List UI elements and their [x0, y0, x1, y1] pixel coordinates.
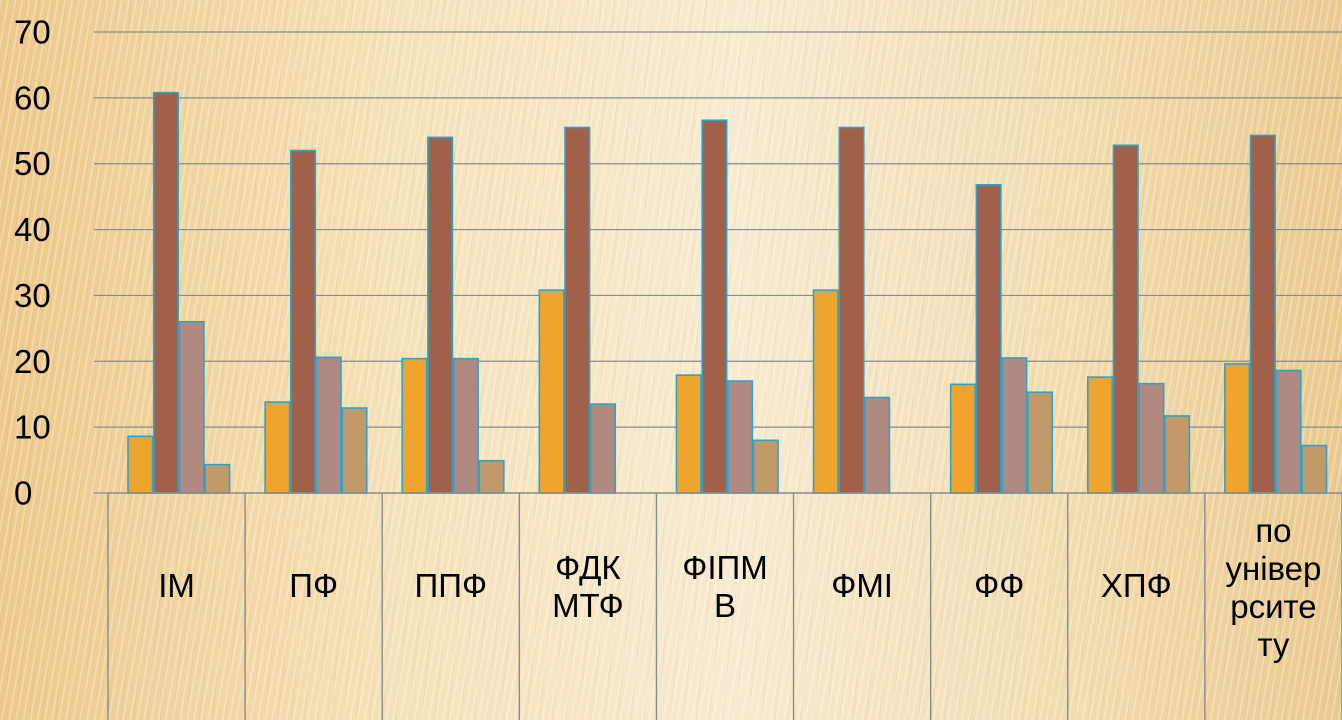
y-tick-label: 70	[14, 14, 51, 51]
y-tick-label: 30	[14, 277, 51, 314]
y-tick-label: 40	[14, 211, 51, 248]
bar	[564, 126, 591, 494]
bar	[204, 463, 231, 494]
category-label: ФДК	[555, 549, 621, 586]
bar	[589, 403, 617, 494]
bar	[1086, 376, 1114, 494]
y-axis: 0 10 20 30 40 50 60 70	[14, 14, 108, 512]
bar	[864, 396, 891, 494]
category-label: В	[714, 587, 736, 624]
bar	[752, 439, 779, 494]
bar	[1001, 357, 1028, 494]
bar	[341, 407, 368, 494]
y-tick-label: 60	[14, 79, 51, 116]
bar	[675, 374, 702, 494]
bar	[1138, 382, 1165, 494]
bars	[127, 91, 1328, 494]
category-label: рсите	[1230, 588, 1316, 625]
category-label: ФМІ	[831, 567, 893, 604]
bar	[538, 289, 565, 494]
y-tick-label: 20	[14, 343, 51, 380]
bar	[1301, 444, 1328, 494]
bar	[452, 357, 479, 494]
bar	[178, 320, 205, 494]
bar	[315, 356, 342, 494]
bar	[1112, 144, 1139, 494]
bar	[949, 383, 976, 494]
y-tick-label: 0	[14, 475, 32, 512]
category-label: ХПФ	[1101, 567, 1172, 604]
y-tick-label: 50	[14, 145, 51, 182]
category-label: універ	[1225, 550, 1321, 587]
bar	[264, 401, 291, 494]
y-tick-label: 10	[14, 409, 51, 446]
bar	[1026, 391, 1054, 494]
bar	[838, 126, 865, 494]
category-label: ПФ	[289, 567, 338, 604]
bar	[1164, 415, 1191, 494]
category-label: ФФ	[974, 567, 1024, 604]
bar	[701, 119, 728, 494]
bar	[1224, 363, 1251, 494]
category-label: ФІПМ	[682, 549, 767, 586]
category-label: МТФ	[552, 587, 624, 624]
category-label: ІМ	[158, 567, 195, 604]
bar	[401, 357, 428, 494]
bar	[152, 91, 179, 494]
bar	[427, 136, 454, 494]
bar	[290, 149, 317, 494]
bar	[478, 459, 505, 494]
bar	[727, 380, 754, 494]
bar	[1275, 369, 1302, 494]
category-label: по	[1255, 512, 1291, 549]
category-label: ППФ	[415, 567, 488, 604]
bar	[1249, 134, 1276, 494]
bar	[812, 289, 839, 494]
bar	[975, 183, 1002, 494]
bar	[127, 435, 154, 494]
category-label: ту	[1257, 626, 1289, 663]
